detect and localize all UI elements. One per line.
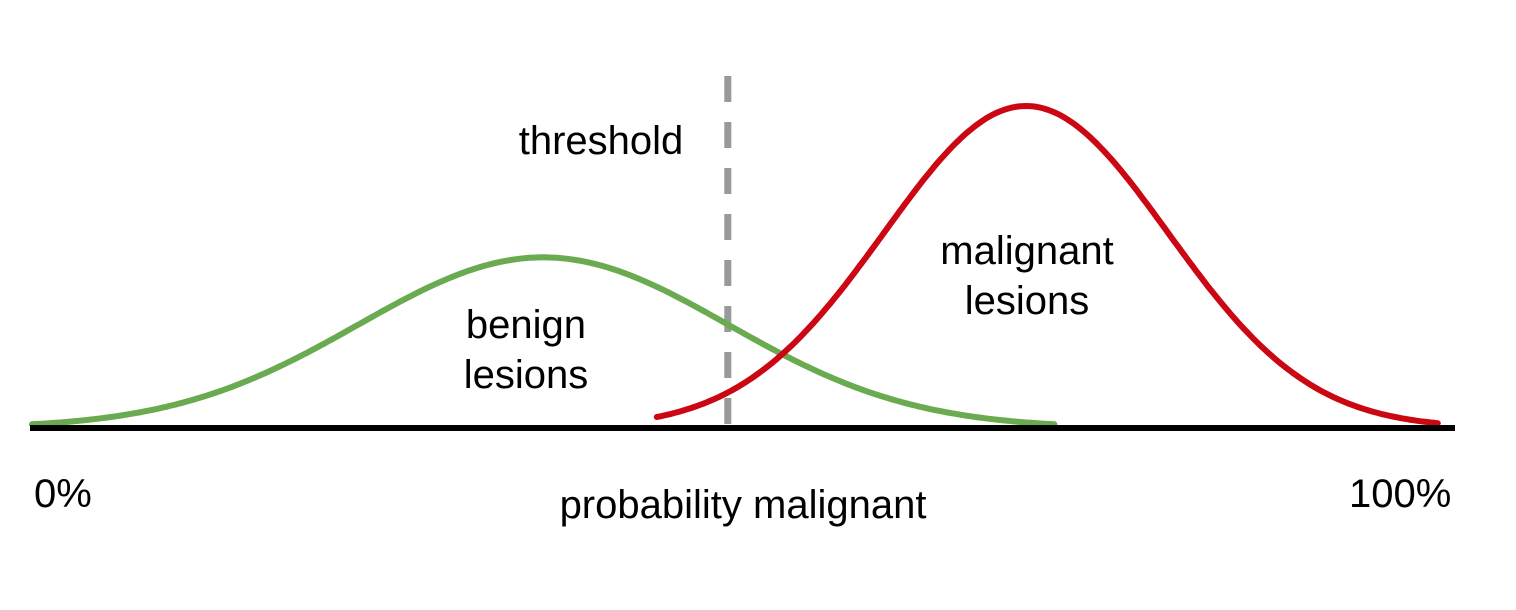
benign-label-line1: benign bbox=[465, 303, 587, 347]
axis-max-label: 100% bbox=[1349, 472, 1452, 516]
threshold-label: threshold bbox=[518, 119, 684, 163]
axis-min-label: 0% bbox=[34, 472, 92, 516]
malignant-label-line2: lesions bbox=[964, 279, 1090, 323]
malignant-lesions-label: malignant lesions bbox=[940, 226, 1113, 326]
benign-lesions-label: benign lesions bbox=[464, 300, 589, 400]
axis-title: probability malignant bbox=[559, 483, 927, 527]
malignant-label-line1: malignant bbox=[940, 229, 1114, 273]
benign-lesions-curve bbox=[29, 254, 1058, 428]
benign-label-line2: lesions bbox=[463, 353, 589, 397]
malignant-lesions-curve bbox=[653, 103, 1441, 427]
